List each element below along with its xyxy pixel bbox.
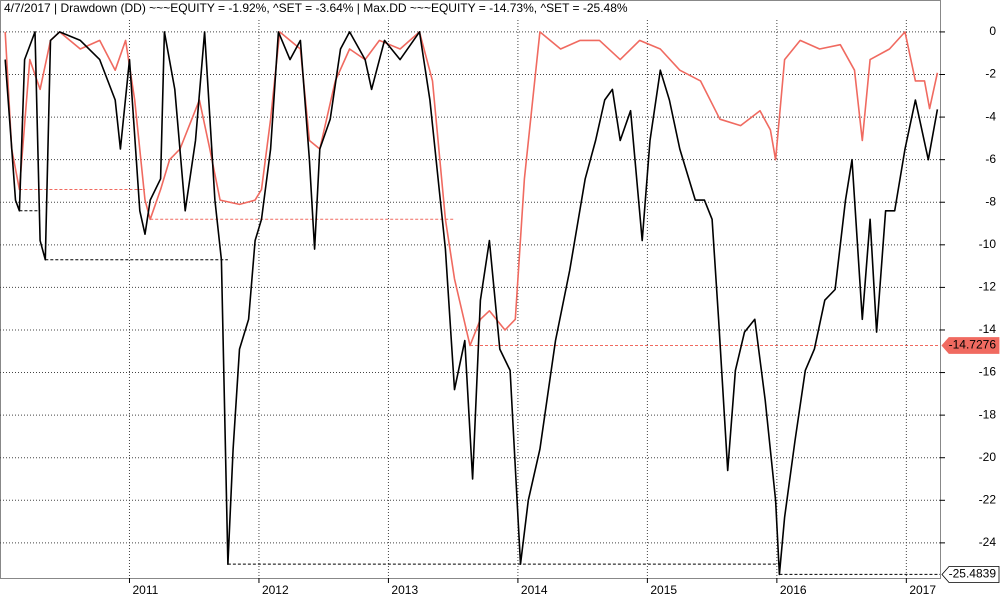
y-tick-label: -6 [985,152,996,166]
y-tick-label: -22 [979,492,997,506]
y-tick-label: -12 [979,280,997,294]
value-marker-label: -25.4839 [949,567,997,581]
y-tick-label: -8 [985,194,996,208]
y-tick-label: -4 [985,109,996,123]
x-tick-label: 2012 [262,583,289,597]
series-line [4,31,939,347]
y-tick-label: -24 [979,535,997,549]
x-tick-label: 2014 [521,583,548,597]
y-tick-label: -10 [979,237,997,251]
y-tick-label: -2 [985,67,996,81]
x-tick-label: 2013 [391,583,418,597]
x-tick-label: 2016 [780,583,807,597]
y-tick-label: 0 [989,24,996,38]
series-line [4,31,939,576]
x-tick-label: 2015 [650,583,677,597]
x-tick-label: 2017 [909,583,936,597]
x-tick-label: 2011 [132,583,158,597]
y-tick-label: -20 [979,450,997,464]
value-marker [941,566,1000,583]
y-tick-label: -18 [979,407,997,421]
chart-title: 4/7/2017 | Drawdown (DD) ~~~EQUITY = -1.… [4,1,628,15]
value-marker-label: -14.7276 [949,338,997,352]
y-tick-label: -16 [979,365,997,379]
y-tick-label: -14 [979,322,997,336]
value-marker [941,337,1000,354]
plot-frame [0,0,941,579]
